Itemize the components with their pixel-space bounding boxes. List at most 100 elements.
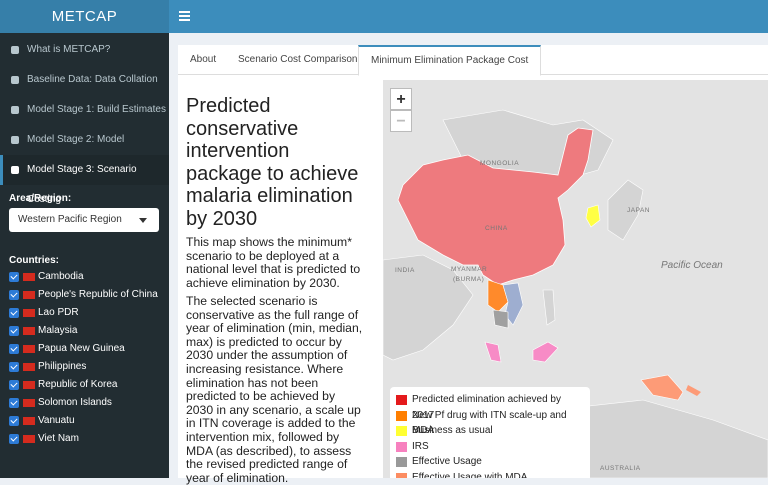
country-option-text: Republic of Korea — [38, 379, 118, 390]
checkbox[interactable] — [9, 290, 19, 300]
menu-toggle[interactable] — [179, 11, 190, 23]
map-label-text: MYANMAR — [451, 266, 488, 273]
flag — [23, 363, 35, 371]
menu-item-text: Model Stage 3: Scenario Costing — [27, 164, 137, 205]
zoom-in[interactable]: + — [390, 88, 412, 110]
country-option-text: Malaysia — [38, 325, 78, 336]
checkbox[interactable] — [9, 326, 19, 336]
legend-item: Business as usual — [396, 423, 584, 439]
flag — [23, 273, 35, 281]
menu-item-text: Baseline Data: Data Collation — [27, 74, 158, 85]
legend-item: Predicted elimination achieved by 2017 — [396, 392, 584, 421]
menu-item[interactable]: Model Stage 1: Build Estimates — [0, 95, 169, 125]
menu-item-text: Model Stage 1: Build Estimates — [27, 104, 166, 115]
region-select[interactable]: Western Pacific Region — [9, 208, 159, 232]
country-option-text: Lao PDR — [38, 307, 79, 318]
legend-swatch — [396, 426, 407, 436]
legend-swatch — [396, 441, 407, 452]
map[interactable]: + − MONGOLIA CHINA JAPAN INDIA MYANMAR (BURMA) P… — [383, 80, 768, 478]
menu-icon — [11, 46, 19, 54]
menu-icon — [11, 106, 19, 114]
menu-icon — [11, 166, 19, 174]
country-option[interactable]: People's Republic of China — [9, 286, 158, 304]
flag — [23, 381, 35, 389]
sidebar: What is METCAP? Baseline Data: Data Colla… — [0, 33, 169, 478]
checkbox[interactable] — [9, 434, 19, 444]
heading: Predicted conservative intervention pack… — [186, 95, 359, 230]
paragraph: The selected scenario is conservative as… — [186, 294, 364, 485]
country-option-text: People's Republic of China — [38, 289, 158, 300]
map-shapes — [383, 80, 768, 478]
checkbox[interactable] — [9, 416, 19, 426]
checkbox[interactable] — [9, 308, 19, 318]
legend-item: Effective Usage with MDA — [396, 470, 584, 478]
flag — [23, 327, 35, 335]
map-label: JAPAN — [627, 207, 650, 214]
checkbox[interactable] — [9, 344, 19, 354]
region-label-text: Area/Region: — [9, 193, 72, 204]
map-label: AUSTRALIA — [600, 465, 641, 472]
legend-item-text: IRS — [412, 440, 429, 452]
map-label-text: CHINA — [485, 225, 508, 232]
map-label-text: JAPAN — [627, 207, 650, 214]
zoom-out[interactable]: − — [390, 110, 412, 132]
tab[interactable]: Scenario Cost Comparison — [226, 45, 370, 75]
checkbox[interactable] — [9, 362, 19, 372]
country-option[interactable]: Solomon Islands — [9, 394, 112, 412]
flag — [23, 399, 35, 407]
map-label: Pacific Ocean — [661, 260, 723, 271]
tab[interactable]: Minimum Elimination Package Cost — [358, 45, 542, 76]
legend-item-text: Business as usual — [412, 425, 493, 436]
country-option[interactable]: Philippines — [9, 358, 86, 376]
map-label-text: (BURMA) — [453, 276, 485, 283]
legend: Predicted elimination achieved by 2017 Ne… — [390, 387, 590, 478]
brand[interactable]: METCAP — [0, 0, 169, 33]
country-option[interactable]: Republic of Korea — [9, 376, 118, 394]
country-option-text: Philippines — [38, 361, 87, 372]
country-option[interactable]: Cambodia — [9, 268, 84, 286]
map-label: MONGOLIA — [480, 160, 519, 167]
country-option[interactable]: Malaysia — [9, 322, 77, 340]
map-label-text: INDIA — [395, 267, 415, 274]
tab-text: About — [190, 54, 217, 65]
paragraph-text: This map shows the minimum* scenario to … — [186, 235, 361, 290]
dropdown-caret — [139, 218, 147, 223]
country-option[interactable]: Papua New Guinea — [9, 340, 125, 358]
checkbox[interactable] — [9, 380, 19, 390]
country-option-text: Solomon Islands — [38, 397, 112, 408]
tab[interactable]: About — [178, 45, 228, 75]
checkbox[interactable] — [9, 272, 19, 282]
map-label: INDIA — [395, 267, 415, 274]
legend-swatch — [396, 457, 407, 467]
paragraph: This map shows the minimum* scenario to … — [186, 235, 364, 290]
flag — [23, 435, 35, 443]
region-select-text: Western Pacific Region — [18, 214, 122, 225]
menu-icon — [11, 76, 19, 84]
menu-item-text: What is METCAP? — [27, 44, 111, 55]
menu-item[interactable]: What is METCAP? — [0, 35, 169, 65]
checkbox[interactable] — [9, 398, 19, 408]
country-option-text: Viet Nam — [38, 433, 79, 444]
zoom-out-text: − — [396, 113, 406, 130]
map-label: CHINA — [485, 225, 508, 232]
flag — [23, 309, 35, 317]
country-option[interactable]: Vanuatu — [9, 412, 75, 430]
countries-label: Countries: — [9, 255, 59, 266]
menu-item[interactable]: Baseline Data: Data Collation — [0, 65, 169, 95]
region-label: Area/Region: — [9, 193, 71, 204]
country-option-text: Papua New Guinea — [38, 343, 125, 354]
tab-bar: About Scenario Cost Comparison Minimum Eli… — [178, 45, 768, 76]
map-label-text: AUSTRALIA — [600, 465, 641, 472]
country-option[interactable]: Viet Nam — [9, 430, 79, 448]
menu-item[interactable]: Model Stage 2: Model Scenarios — [0, 125, 169, 175]
legend-item: IRS — [396, 439, 584, 455]
legend-item-text: New Pf drug with ITN scale-up and MDA — [412, 409, 567, 437]
zoom-in-text: + — [396, 91, 406, 108]
country-option[interactable]: Lao PDR — [9, 304, 79, 322]
country-option-text: Vanuatu — [38, 415, 75, 426]
legend-swatch — [396, 410, 407, 421]
legend-item: New Pf drug with ITN scale-up and MDA — [396, 408, 584, 436]
tab-text: Scenario Cost Comparison — [238, 54, 358, 65]
menu-item[interactable]: Model Stage 3: Scenario Costing — [0, 155, 169, 205]
